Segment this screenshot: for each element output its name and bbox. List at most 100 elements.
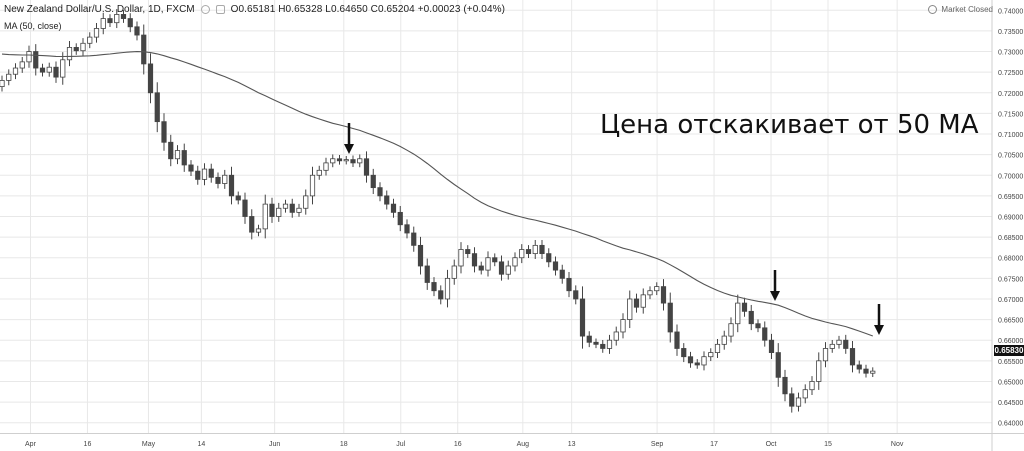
candle [46,62,52,77]
candle-body [627,298,633,320]
candle-body [39,67,46,73]
candle [114,9,120,29]
candle [222,169,228,189]
y-tick-label: 0.73500 [998,29,1023,36]
candle-body [681,348,687,358]
candle-body [235,195,241,201]
candle [768,333,775,359]
candle [363,151,370,183]
x-tick-label: Sep [651,441,664,448]
candle-body [303,195,309,209]
candle [249,209,255,240]
candle [316,165,322,180]
eye-icon[interactable] [200,5,210,14]
candle [93,22,100,43]
candle [654,282,660,296]
candle-body [566,277,572,292]
candle-body [161,121,167,143]
y-tick-label: 0.70500 [998,153,1023,160]
x-tick-label: 16 [454,441,462,448]
candle-body [640,294,646,308]
candle [694,359,700,369]
y-tick-label: 0.71000 [998,132,1023,139]
candle [573,285,579,305]
y-tick-label: 0.69500 [998,194,1023,201]
candle [660,279,667,311]
candle-body [53,66,59,78]
chart-header: New Zealand Dollar/U.S. Dollar, 1D, FXCM… [4,4,505,15]
candle-body [188,164,194,172]
candle-body [822,348,829,362]
candle-body [586,335,592,343]
candle [174,145,181,165]
y-tick-label: 0.70000 [998,173,1023,180]
arrow-down-icon [770,270,780,301]
candle-body [708,352,714,358]
candle-body [384,195,390,205]
candle [552,256,559,276]
candle-body [201,168,208,180]
candle [0,75,5,92]
candle-body [276,207,282,217]
candle [822,342,829,368]
candle [195,165,201,185]
indicator-label[interactable]: MA (50, close) [4,21,62,31]
market-status-text: Market Closed [941,5,993,14]
candle-body [404,224,410,234]
candle-body [451,265,457,279]
candle [390,198,397,218]
candle [269,197,275,223]
candle [411,226,417,252]
candle-body [222,174,228,184]
y-tick-label: 0.64000 [998,421,1023,428]
x-tick-label: Apr [25,441,37,448]
arrow-head [770,291,780,301]
arrow-down-icon [344,123,354,154]
annotation-arrows [344,123,884,335]
y-tick-label: 0.67500 [998,276,1023,283]
candle-body [134,26,140,36]
candle [188,160,194,176]
candle-body [12,67,19,75]
candle [741,297,748,317]
candle [728,317,734,343]
candle [215,172,221,189]
candle [168,134,174,167]
candle [863,364,869,378]
candle-body [411,232,417,246]
candle [73,43,79,55]
candle [586,331,592,348]
candle [525,245,532,258]
candle-body [330,158,336,164]
candle [100,12,106,35]
symbol-title[interactable]: New Zealand Dollar/U.S. Dollar, 1D, FXCM [4,4,195,15]
candle [593,338,599,349]
y-tick-label: 0.72000 [998,91,1023,98]
candle [303,189,309,215]
candle-body [789,393,795,407]
candle-body [782,376,788,395]
candle-body [19,61,25,69]
gear-icon[interactable] [215,5,225,14]
candle [323,157,329,176]
last-price-label: 0.65830 [994,345,1024,356]
candle-body [748,310,754,325]
candle [512,252,518,272]
candle [451,259,457,285]
y-tick-label: 0.69000 [998,215,1023,222]
candle-body [168,141,174,160]
x-tick-label: 13 [568,441,576,448]
candle-body [141,34,147,65]
candle-body [654,286,660,292]
candle-body [147,63,154,94]
candle-body [289,203,295,213]
candle-body [674,331,680,349]
candle [458,242,464,274]
candle-body [525,249,532,255]
candle [201,163,208,186]
candle-body [87,36,93,44]
candle-body [802,389,808,399]
candle-body [208,168,214,178]
candle-body [660,286,667,304]
